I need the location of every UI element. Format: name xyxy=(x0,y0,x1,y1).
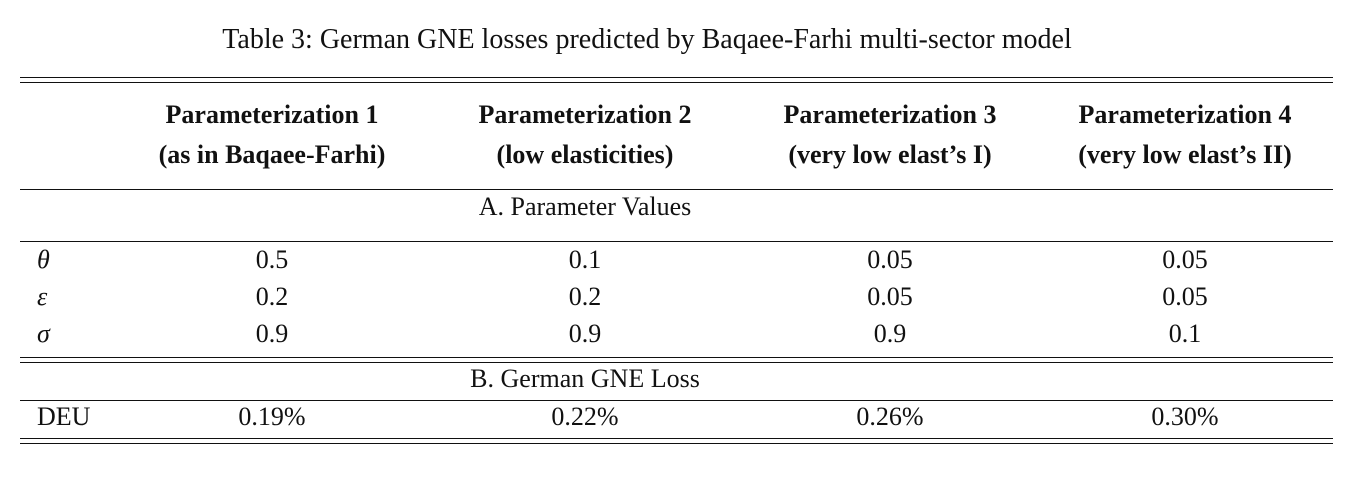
table-cell: 0.05 xyxy=(1162,282,1208,311)
table-cell: 0.05 xyxy=(867,282,913,311)
rule xyxy=(20,362,1333,363)
rule xyxy=(20,82,1333,83)
table-cell: 0.19% xyxy=(238,402,306,431)
table-cell: 0.30% xyxy=(1151,402,1219,431)
table-cell: 0.9 xyxy=(255,319,289,348)
table-caption: Table 3: German GNE losses predicted by … xyxy=(222,24,1072,55)
section-title: A. Parameter Values xyxy=(478,192,692,221)
column-header: (very low elast’s II) xyxy=(1078,140,1292,169)
table-cell: 0.2 xyxy=(255,282,289,311)
column-header: Parameterization 2 xyxy=(478,100,692,129)
rule xyxy=(20,357,1333,358)
rule xyxy=(20,189,1333,190)
row-label: ε xyxy=(37,282,48,311)
row-label: σ xyxy=(37,319,50,348)
row-label: DEU xyxy=(37,402,91,431)
row-label: θ xyxy=(37,245,50,274)
table-cell: 0.22% xyxy=(551,402,619,431)
table-cell: 0.05 xyxy=(867,245,913,274)
table-cell: 0.26% xyxy=(856,402,924,431)
table-cell: 0.1 xyxy=(568,245,602,274)
section-title: B. German GNE Loss xyxy=(470,364,700,393)
table-cell: 0.1 xyxy=(1168,319,1202,348)
column-header: (very low elast’s I) xyxy=(788,140,992,169)
rule xyxy=(20,438,1333,439)
table-cell: 0.05 xyxy=(1162,245,1208,274)
rule xyxy=(20,443,1333,444)
table-cell: 0.5 xyxy=(255,245,289,274)
column-header: (low elasticities) xyxy=(496,140,674,169)
table-cell: 0.2 xyxy=(568,282,602,311)
rule xyxy=(20,241,1333,242)
rule xyxy=(20,400,1333,401)
column-header: Parameterization 1 xyxy=(165,100,379,129)
rule xyxy=(20,77,1333,78)
column-header: Parameterization 4 xyxy=(1078,100,1292,129)
table-cell: 0.9 xyxy=(568,319,602,348)
table-cell: 0.9 xyxy=(873,319,907,348)
column-header: (as in Baqaee-Farhi) xyxy=(158,140,386,169)
column-header: Parameterization 3 xyxy=(783,100,997,129)
